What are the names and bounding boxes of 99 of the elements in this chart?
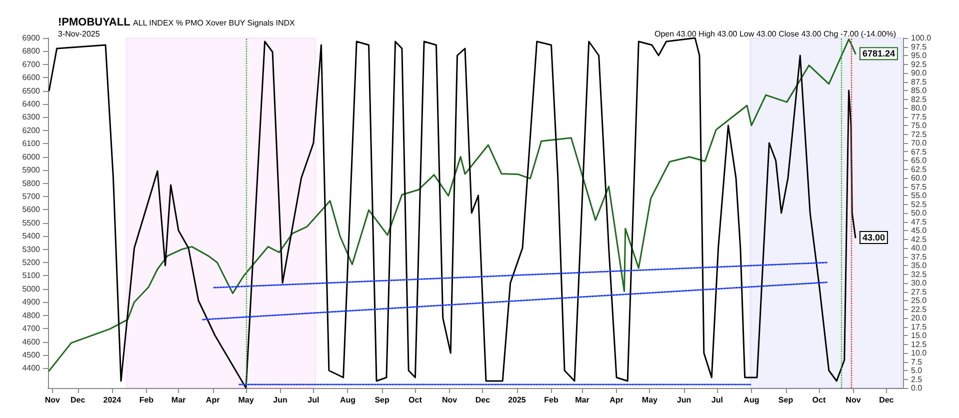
- y-tick-label: 6600: [22, 73, 41, 82]
- y-tick-label: 6400: [22, 100, 41, 109]
- y2-tick-label: 85.0: [911, 86, 928, 95]
- y2-tick-label: 82.5: [911, 94, 928, 104]
- y-tick-label: 5000: [22, 284, 41, 294]
- data-label: 6781.24: [862, 48, 895, 59]
- x-tick-label: Aug: [744, 396, 760, 404]
- y2-tick-label: 52.5: [911, 200, 928, 209]
- data-label: 43.00: [862, 232, 885, 242]
- y-tick-label: 6200: [22, 126, 41, 135]
- y2-tick-label: 32.5: [911, 270, 928, 279]
- chart-subtitle: ALL INDEX % PMO Xover BUY Signals INDX: [133, 18, 296, 28]
- y2-tick-label: 97.5: [911, 42, 928, 52]
- x-tick-label: Dec: [475, 396, 491, 404]
- y2-tick-label: 25.0: [911, 296, 928, 305]
- y2-tick-label: 45.0: [911, 226, 928, 235]
- y2-tick-label: 2.5: [911, 374, 923, 384]
- y2-tick-label: 15.0: [911, 331, 928, 340]
- y2-tick-label: 0.0: [911, 384, 923, 392]
- y2-tick-label: 40.0: [911, 244, 928, 252]
- y-tick-label: 5600: [22, 205, 41, 214]
- y2-tick-label: 47.5: [911, 217, 928, 226]
- x-tick-label: Jun: [676, 396, 692, 404]
- y-tick-label: 4700: [22, 324, 41, 334]
- y2-tick-label: 27.5: [911, 287, 928, 296]
- y2-tick-label: 55.0: [911, 191, 928, 200]
- x-tick-label: Jul: [308, 396, 320, 404]
- y-tick-label: 6500: [22, 86, 41, 96]
- y-tick-label: 5800: [22, 178, 41, 188]
- y2-tick-label: 10.0: [911, 348, 928, 358]
- y-tick-label: 5700: [22, 192, 41, 201]
- y2-tick-label: 62.5: [911, 164, 928, 174]
- y2-tick-label: 42.5: [911, 234, 928, 244]
- y-tick-label: 4400: [22, 364, 41, 373]
- x-tick-label: 2024: [103, 396, 122, 404]
- y2-tick-label: 75.0: [911, 121, 928, 130]
- x-tick-label: May: [642, 396, 658, 404]
- y-tick-label: 6100: [22, 139, 41, 148]
- y2-tick-label: 17.5: [911, 322, 928, 332]
- y2-tick-label: 37.5: [911, 252, 928, 262]
- x-tick-label: Jul: [711, 396, 723, 404]
- y2-tick-label: 100.0: [911, 34, 932, 42]
- y2-tick-label: 67.5: [911, 147, 928, 156]
- y2-tick-label: 77.5: [911, 112, 928, 122]
- y2-tick-label: 95.0: [911, 51, 928, 60]
- y-tick-label: 6000: [22, 152, 41, 162]
- y-tick-label: 5200: [22, 258, 41, 268]
- x-tick-label: Mar: [575, 396, 590, 404]
- x-tick-label: Dec: [879, 396, 894, 404]
- y-tick-label: 5500: [22, 218, 41, 228]
- y2-tick-label: 22.5: [911, 304, 928, 314]
- y-tick-label: 4800: [22, 310, 41, 320]
- annotation: 3-Nov-2025: [58, 30, 100, 38]
- y-tick-label: 5300: [22, 244, 41, 254]
- y2-tick-label: 90.0: [911, 68, 928, 78]
- y2-tick-label: 60.0: [911, 174, 928, 182]
- x-tick-label: Mar: [171, 396, 186, 404]
- y2-tick-label: 65.0: [911, 156, 928, 165]
- y-tick-label: 5900: [22, 166, 41, 175]
- y-tick-label: 6900: [22, 34, 41, 42]
- y-tick-label: 6300: [22, 112, 41, 122]
- annotation: Open 43.00 High 43.00 Low 43.00 Close 43.00 Chg -7.00 (-14.00%): [654, 30, 896, 38]
- x-tick-label: 2025: [508, 396, 526, 404]
- y-tick-label: 4900: [22, 298, 41, 307]
- y2-tick-label: 5.0: [911, 366, 923, 375]
- x-tick-label: Oct: [812, 396, 826, 404]
- x-tick-label: May: [238, 396, 254, 404]
- y2-tick-label: 80.0: [911, 104, 928, 112]
- y2-tick-label: 87.5: [911, 77, 928, 86]
- y2-tick-label: 35.0: [911, 261, 928, 270]
- x-tick-label: Oct: [408, 396, 422, 404]
- y2-tick-label: 72.5: [911, 130, 928, 139]
- x-tick-label: Sep: [778, 396, 794, 404]
- y-tick-label: 5100: [22, 271, 41, 280]
- x-tick-label: Apr: [610, 396, 624, 404]
- y-tick-label: 4600: [22, 337, 41, 346]
- y-tick-label: 6800: [22, 46, 41, 56]
- y2-tick-label: 12.5: [911, 340, 928, 349]
- x-tick-label: Jun: [273, 396, 288, 404]
- x-tick-label: Dec: [70, 396, 86, 404]
- y2-tick-label: 50.0: [911, 208, 928, 218]
- y-tick-label: 6700: [22, 60, 41, 69]
- x-tick-label: Feb: [139, 396, 154, 404]
- x-tick-label: Sep: [374, 396, 390, 404]
- y2-tick-label: 20.0: [911, 314, 928, 322]
- y-tick-label: 5400: [22, 232, 41, 241]
- x-tick-label: Aug: [340, 396, 356, 404]
- y-tick-label: 4500: [22, 350, 41, 360]
- x-tick-label: Feb: [544, 396, 558, 404]
- y2-tick-label: 57.5: [911, 182, 928, 192]
- y2-tick-label: 92.5: [911, 60, 928, 69]
- x-tick-label: Nov: [846, 396, 862, 404]
- x-tick-label: Apr: [206, 396, 220, 404]
- y2-tick-label: 30.0: [911, 278, 928, 288]
- x-tick-label: Nov: [44, 396, 61, 404]
- x-tick-label: Nov: [442, 396, 458, 404]
- chart-title: !PMOBUYALL: [58, 16, 131, 28]
- y2-tick-label: 70.0: [911, 138, 928, 148]
- y2-tick-label: 7.5: [911, 357, 923, 366]
